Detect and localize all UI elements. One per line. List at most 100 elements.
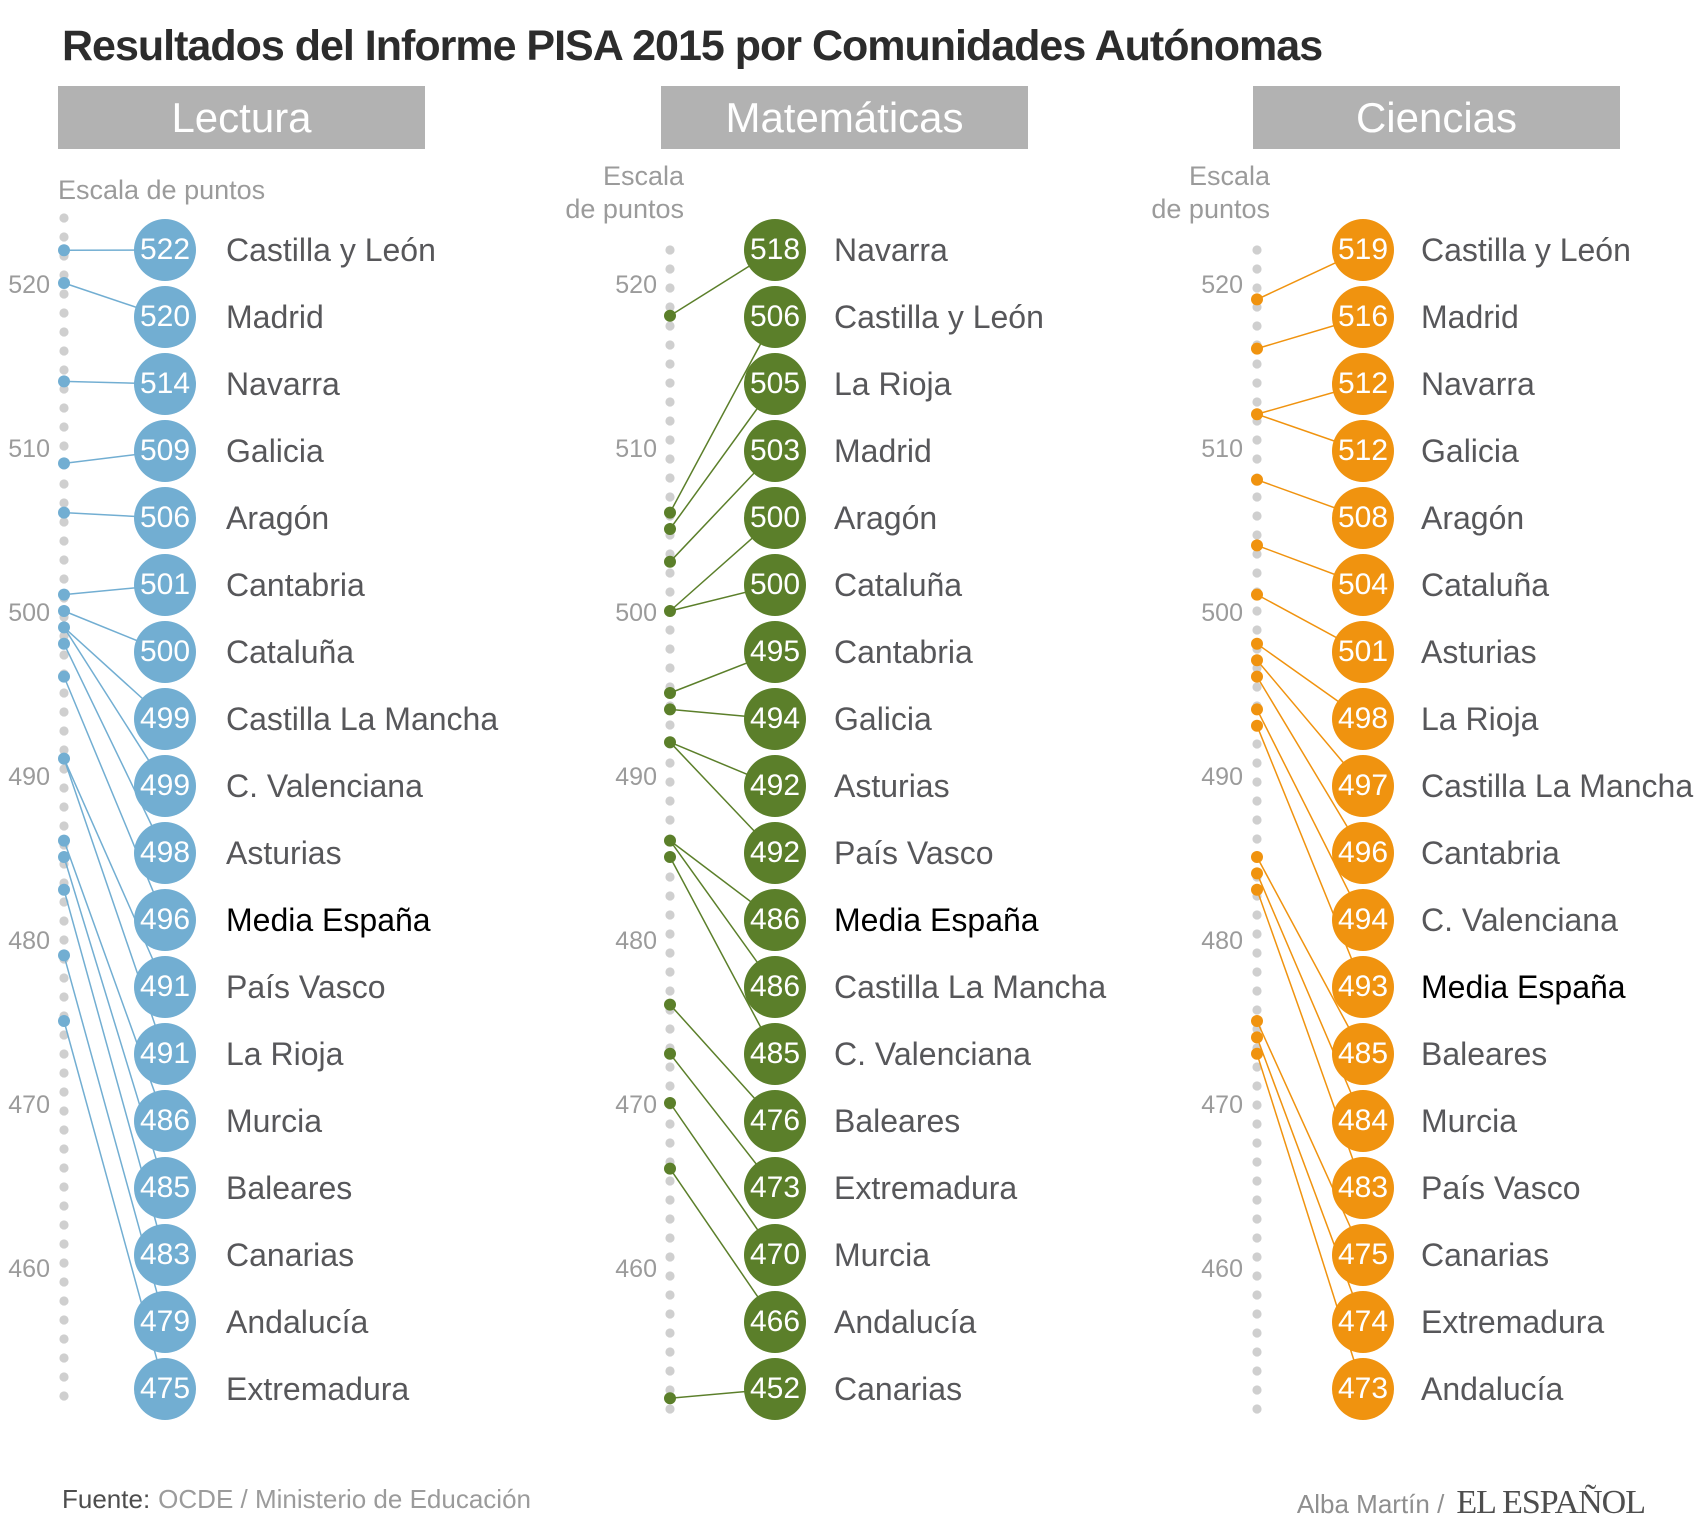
region-label: Extremadura xyxy=(226,1371,410,1407)
axis-dot xyxy=(1252,834,1262,844)
axis-dot xyxy=(1252,739,1262,749)
region-label: Media España xyxy=(834,902,1039,938)
tick-label: 490 xyxy=(615,763,657,791)
axis-dot xyxy=(665,948,675,958)
axis-dot xyxy=(1252,1138,1262,1148)
panel-header-matemáticas: Matemáticas xyxy=(661,86,1028,149)
axis-dot xyxy=(665,986,675,996)
axis-dot xyxy=(665,796,675,806)
score-bubble: 484 xyxy=(1332,1090,1394,1152)
axis-dot xyxy=(665,397,675,407)
axis-value-dot xyxy=(1251,851,1263,863)
region-label: Galicia xyxy=(226,433,324,469)
region-label: Baleares xyxy=(226,1170,353,1206)
axis-value-dot xyxy=(58,883,70,896)
axis-dot xyxy=(59,308,69,318)
axis-dot xyxy=(665,663,675,673)
axis-dot xyxy=(1252,1214,1262,1224)
axis-value-dot xyxy=(58,949,70,962)
axis-dot xyxy=(59,1049,69,1059)
region-label: Aragón xyxy=(834,500,938,536)
axis-dot xyxy=(665,1233,675,1243)
score-bubble: 452 xyxy=(744,1358,806,1420)
axis-value-dot xyxy=(664,998,676,1011)
tick-label: 520 xyxy=(615,271,657,299)
axis-dot xyxy=(665,416,675,426)
axis-dot xyxy=(665,492,675,502)
region-label: C. Valenciana xyxy=(226,768,423,804)
axis-dot xyxy=(59,1144,69,1154)
axis-dot xyxy=(59,1201,69,1211)
score-bubble: 499 xyxy=(134,688,196,750)
axis-value-dot xyxy=(58,605,70,617)
axis-dot xyxy=(665,758,675,768)
region-label: Madrid xyxy=(1421,299,1519,335)
region-label: Asturias xyxy=(1421,634,1537,670)
axis-dot xyxy=(1252,815,1262,825)
connector-line xyxy=(63,643,166,854)
axis-dot xyxy=(1252,1081,1262,1091)
score-bubble: 497 xyxy=(1332,755,1394,817)
tick-label: 500 xyxy=(1201,599,1243,627)
axis-dot xyxy=(59,1182,69,1192)
source-note: Fuente: OCDE / Ministerio de Educación xyxy=(62,1484,531,1515)
axis-value-dot xyxy=(664,605,676,617)
tick-label: 520 xyxy=(8,271,50,299)
connector-line xyxy=(1256,709,1364,921)
axis-dot xyxy=(665,1214,675,1224)
axis-dot xyxy=(59,726,69,736)
score-bubble: 501 xyxy=(134,554,196,616)
score-bubble: 492 xyxy=(744,755,806,817)
axis-dot xyxy=(59,783,69,793)
axis-dot xyxy=(59,213,69,223)
score-bubble: 512 xyxy=(1332,420,1394,482)
axis-dot xyxy=(665,1195,675,1205)
score-bubble: 491 xyxy=(134,1023,196,1085)
axis-dot xyxy=(59,327,69,337)
axis-value-dot xyxy=(664,1392,676,1405)
axis-dot xyxy=(59,479,69,489)
score-bubble: 470 xyxy=(744,1224,806,1286)
region-label: Extremadura xyxy=(834,1170,1018,1206)
panel-header-ciencias: Ciencias xyxy=(1253,86,1620,149)
region-label: País Vasco xyxy=(834,835,994,871)
axis-dot xyxy=(1252,1366,1262,1376)
score-bubble: 485 xyxy=(744,1023,806,1085)
axis-dot xyxy=(1252,530,1262,540)
axis-dot xyxy=(59,1125,69,1135)
axis-value-dot xyxy=(1251,588,1263,601)
region-label: C. Valenciana xyxy=(834,1036,1031,1072)
axis-dot xyxy=(59,973,69,983)
axis-dot xyxy=(1252,682,1262,692)
axis-dot xyxy=(59,1106,69,1116)
axis-dot xyxy=(59,1277,69,1287)
region-label: Castilla y León xyxy=(1421,232,1631,268)
axis-value-dot xyxy=(664,851,676,863)
region-label: País Vasco xyxy=(226,969,386,1005)
score-bubble: 500 xyxy=(744,554,806,616)
score-bubble: 500 xyxy=(134,621,196,683)
region-label: La Rioja xyxy=(1421,701,1539,737)
axis-value-dot xyxy=(58,588,70,601)
axis-value-dot xyxy=(1251,1047,1263,1060)
axis-value-dot xyxy=(58,670,70,683)
axis-dot xyxy=(59,1315,69,1325)
axis-value-dot xyxy=(1251,719,1263,732)
axis-dot xyxy=(59,536,69,546)
score-bubble: 496 xyxy=(1332,822,1394,884)
axis-value-dot xyxy=(1251,670,1263,683)
region-label: Castilla La Mancha xyxy=(226,701,499,737)
axis-value-dot xyxy=(58,277,70,289)
score-bubble: 508 xyxy=(1332,487,1394,549)
axis-dot xyxy=(59,1353,69,1363)
axis-dot xyxy=(665,910,675,920)
axis-dot xyxy=(59,821,69,831)
tick-label: 500 xyxy=(8,599,50,627)
axis-dot xyxy=(665,815,675,825)
axis-dot xyxy=(1252,1404,1262,1414)
axis-dot xyxy=(1252,1100,1262,1110)
axis-dot xyxy=(59,1163,69,1173)
axis-value-dot xyxy=(1251,293,1263,306)
